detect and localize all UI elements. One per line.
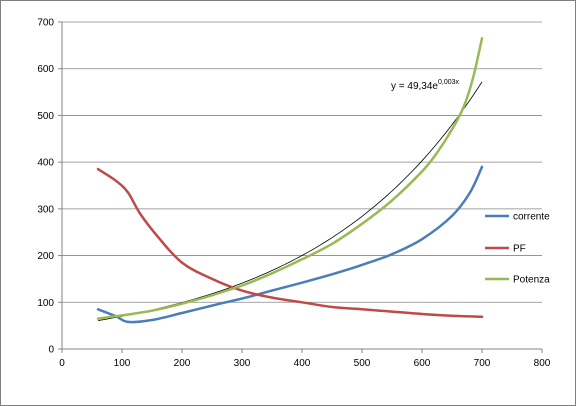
trendline-equation: y = 49,34e0,003x [391, 79, 460, 92]
trendline-equation-exponent: 0,003x [438, 79, 460, 86]
y-tick-label: 700 [37, 18, 54, 29]
x-tick-label: 400 [294, 358, 311, 369]
trendline-equation-base: y = 49,34e [391, 81, 438, 92]
series-line-potenza [96, 37, 484, 320]
y-tick-label: 100 [37, 298, 54, 309]
series-line-pf [96, 167, 484, 319]
y-tick-label: 400 [37, 158, 54, 169]
legend-label-pf: PF [513, 244, 526, 255]
gridlines [62, 21, 542, 303]
x-tick-label: 200 [174, 358, 191, 369]
legend: corrente PF Potenza [485, 212, 550, 286]
y-tick-label: 600 [37, 64, 54, 75]
x-tick-label: 600 [414, 358, 431, 369]
axes: 0 100 200 300 400 500 600 700 0 100 200 300 400 500 60… [37, 18, 550, 370]
y-tick-label: 500 [37, 111, 54, 122]
x-tick-label: 300 [234, 358, 251, 369]
legend-label-potenza: Potenza [513, 275, 550, 286]
series-lines [96, 37, 484, 324]
series-line-corrente [96, 165, 484, 324]
x-tick-label: 100 [114, 358, 131, 369]
y-tick-label: 200 [37, 251, 54, 262]
x-tick-label: 500 [354, 358, 371, 369]
y-tick-label: 0 [48, 345, 54, 356]
legend-label-corrente: corrente [513, 212, 550, 223]
x-tick-label: 700 [474, 358, 491, 369]
x-tick-label: 800 [534, 358, 551, 369]
y-tick-label: 300 [37, 204, 54, 215]
x-tick-label: 0 [59, 358, 65, 369]
